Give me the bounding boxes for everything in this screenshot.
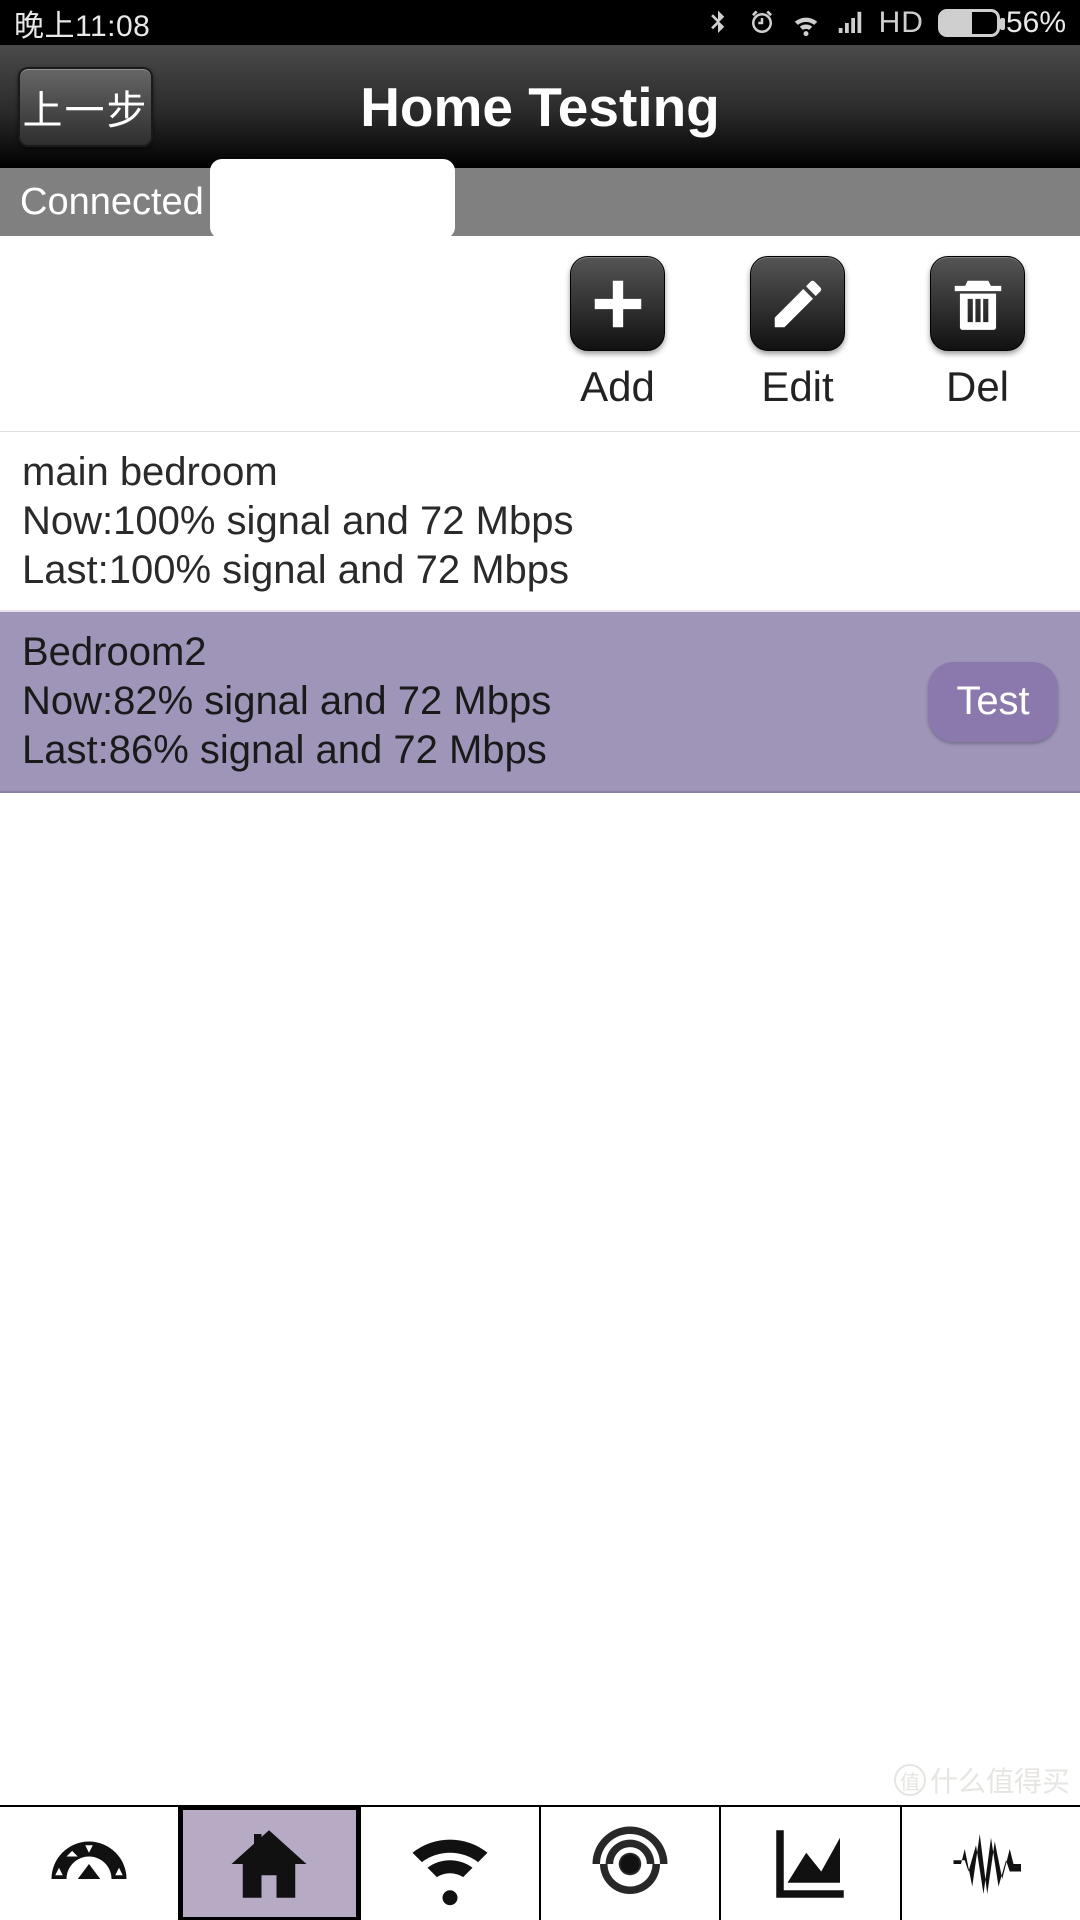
- room-now: Now:82% signal and 72 Mbps: [22, 677, 551, 726]
- edit-label: Edit: [761, 363, 833, 411]
- status-icons: HD 56%: [703, 6, 1066, 40]
- nav-radar[interactable]: [541, 1807, 721, 1920]
- title-bar: 上一步 Home Testing: [0, 45, 1080, 168]
- room-name: main bedroom: [22, 448, 573, 497]
- hd-indicator: HD: [879, 6, 924, 40]
- connected-bar: Connected to :: [0, 168, 1080, 236]
- nav-chart[interactable]: [721, 1807, 901, 1920]
- back-button[interactable]: 上一步: [18, 67, 153, 147]
- add-label: Add: [580, 363, 655, 411]
- nav-gauge[interactable]: [0, 1807, 180, 1920]
- bottom-nav: [0, 1805, 1080, 1920]
- gauge-icon: [44, 1819, 134, 1909]
- room-item[interactable]: Bedroom2 Now:82% signal and 72 Mbps Last…: [0, 612, 1080, 792]
- pencil-icon: [767, 273, 829, 335]
- chart-icon: [765, 1819, 855, 1909]
- trash-icon: [947, 273, 1009, 335]
- battery-indicator: 56%: [938, 6, 1066, 40]
- back-button-label: 上一步: [23, 78, 149, 136]
- home-icon: [224, 1819, 314, 1909]
- watermark-text: 什么值得买: [930, 1760, 1070, 1800]
- delete-label: Del: [946, 363, 1009, 411]
- radar-icon: [585, 1819, 675, 1909]
- plus-icon: [587, 273, 649, 335]
- battery-icon: [938, 9, 1000, 37]
- status-bar: 晚上11:08 HD 56%: [0, 0, 1080, 45]
- nav-wifi[interactable]: [361, 1807, 541, 1920]
- add-button[interactable]: [570, 256, 665, 351]
- add-action[interactable]: Add: [570, 256, 665, 411]
- room-last: Last:100% signal and 72 Mbps: [22, 546, 573, 595]
- alarm-icon: [747, 8, 777, 38]
- delete-button[interactable]: [930, 256, 1025, 351]
- room-list: main bedroom Now:100% signal and 72 Mbps…: [0, 432, 1080, 793]
- status-time: 晚上11:08: [14, 1, 150, 45]
- delete-action[interactable]: Del: [930, 256, 1025, 411]
- nav-wave[interactable]: [902, 1807, 1080, 1920]
- signal-icon: [835, 8, 865, 38]
- room-last: Last:86% signal and 72 Mbps: [22, 726, 551, 775]
- wifi-nav-icon: [405, 1819, 495, 1909]
- watermark: 值 什么值得买: [894, 1760, 1070, 1800]
- room-name: Bedroom2: [22, 628, 551, 677]
- bluetooth-icon: [703, 8, 733, 38]
- room-item[interactable]: main bedroom Now:100% signal and 72 Mbps…: [0, 432, 1080, 612]
- nav-home[interactable]: [180, 1807, 360, 1920]
- action-row: Add Edit Del: [0, 236, 1080, 432]
- room-now: Now:100% signal and 72 Mbps: [22, 497, 573, 546]
- redaction-mask: [210, 159, 455, 239]
- test-button[interactable]: Test: [928, 662, 1058, 742]
- wave-icon: [946, 1819, 1036, 1909]
- wifi-icon: [791, 8, 821, 38]
- edit-button[interactable]: [750, 256, 845, 351]
- battery-percent: 56%: [1006, 6, 1066, 40]
- watermark-badge: 值: [894, 1764, 926, 1796]
- page-title: Home Testing: [0, 75, 1080, 139]
- edit-action[interactable]: Edit: [750, 256, 845, 411]
